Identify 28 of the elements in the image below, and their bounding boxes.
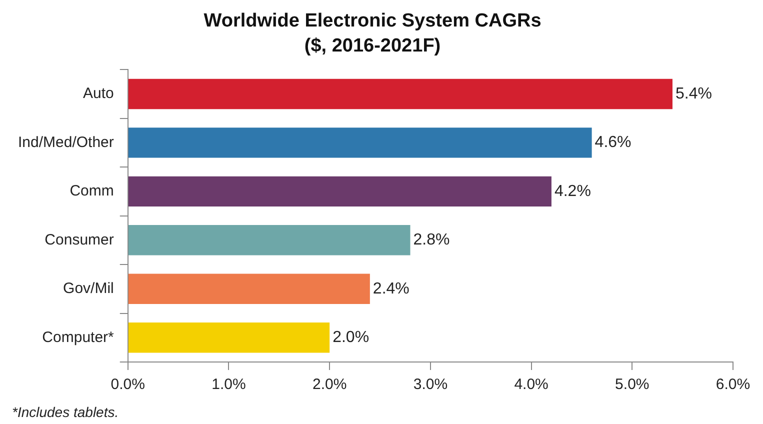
bar	[128, 274, 370, 304]
x-tick-label: 0.0%	[110, 376, 145, 394]
text: *Includes tablets.	[12, 404, 119, 420]
chart-title: Worldwide Electronic System CAGRs	[204, 10, 542, 32]
y-tick-label: Computer*	[42, 328, 114, 346]
data-label: 2.4%	[372, 280, 410, 298]
x-tick-label: 1.0%	[212, 376, 246, 394]
x-tick-label: 3.0%	[413, 376, 448, 394]
y-tick-label: Auto	[83, 85, 114, 102]
data-label: 4.2%	[554, 182, 591, 200]
y-tick-label: Ind/Med/Other	[18, 134, 114, 151]
data-label: 2.8%	[413, 232, 450, 249]
bar	[128, 128, 592, 158]
bar	[128, 322, 330, 353]
x-tick-label: 6.0%	[716, 376, 750, 394]
chart-subtitle: ($, 2016-2021F)	[304, 35, 441, 56]
y-tick-label: Comm	[70, 182, 114, 200]
data-label: 5.4%	[675, 85, 712, 102]
bar	[128, 225, 410, 256]
x-tick-label: 5.0%	[615, 376, 650, 394]
data-label: 4.6%	[594, 134, 632, 152]
x-tick-label: 2.0%	[312, 376, 347, 394]
bar	[128, 176, 552, 207]
y-tick-label: Consumer	[44, 231, 114, 248]
x-tick-label: 4.0%	[514, 376, 548, 394]
y-tick-label: Gov/Mil	[63, 280, 114, 298]
bar	[128, 78, 672, 110]
data-label: 2.0%	[332, 329, 370, 346]
